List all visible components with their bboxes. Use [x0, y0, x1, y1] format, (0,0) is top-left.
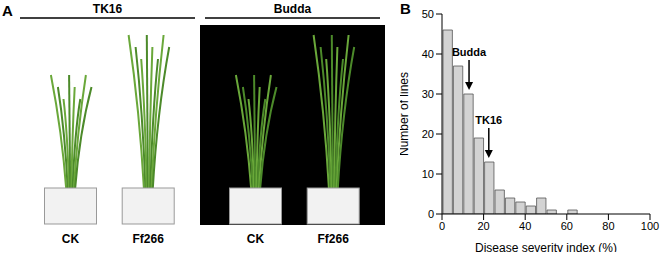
- html-text:B: B: [400, 0, 411, 17]
- svg-text:80: 80: [602, 220, 614, 232]
- svg-text:Ff266: Ff266: [133, 232, 165, 246]
- svg-text:0: 0: [428, 208, 434, 220]
- svg-text:Disease severity index (%): Disease severity index (%): [475, 241, 617, 252]
- svg-text:CK: CK: [62, 232, 80, 246]
- svg-text:0: 0: [439, 220, 445, 232]
- svg-text:Number of lines: Number of lines: [400, 72, 411, 156]
- svg-text:Ff266: Ff266: [318, 232, 350, 246]
- svg-text:Budda: Budda: [452, 46, 487, 58]
- svg-text:10: 10: [422, 168, 434, 180]
- svg-text:20: 20: [422, 128, 434, 140]
- svg-text:CK: CK: [247, 232, 265, 246]
- svg-text:100: 100: [641, 220, 659, 232]
- svg-text:A: A: [8, 2, 13, 19]
- svg-text:30: 30: [422, 88, 434, 100]
- svg-text:TK16: TK16: [93, 2, 123, 16]
- svg-text:40: 40: [519, 220, 531, 232]
- svg-text:40: 40: [422, 48, 434, 60]
- svg-text:50: 50: [422, 8, 434, 20]
- svg-text:Budda: Budda: [274, 2, 312, 16]
- svg-text:TK16: TK16: [475, 114, 502, 126]
- svg-text:20: 20: [477, 220, 489, 232]
- svg-text:60: 60: [561, 220, 573, 232]
